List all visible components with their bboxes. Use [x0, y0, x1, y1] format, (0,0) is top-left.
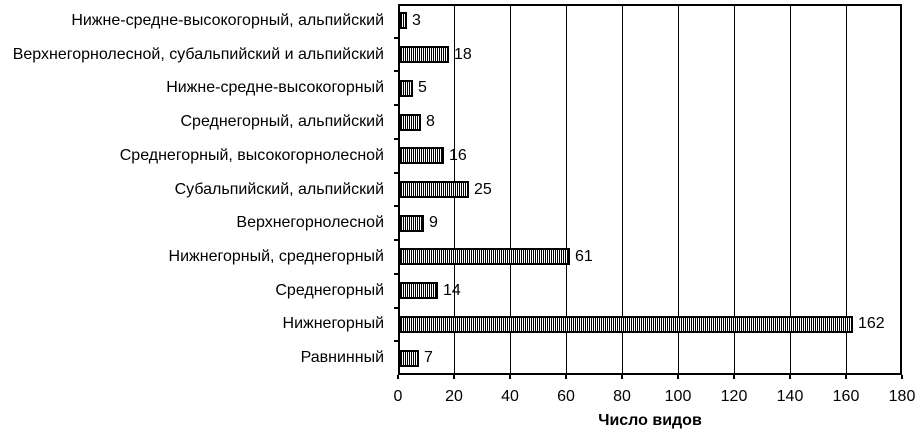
y-axis-tick	[394, 205, 398, 207]
bar	[399, 114, 421, 131]
category-label: Среднегорный, высокогорнолесной	[119, 147, 384, 164]
category-label: Среднегорный, альпийский	[180, 113, 385, 130]
value-label: 9	[429, 214, 438, 231]
category-label: Среднегорный	[275, 282, 384, 299]
category-label: Равнинный	[300, 349, 384, 366]
x-axis-tick-label: 100	[664, 388, 692, 405]
bar	[399, 248, 570, 265]
value-label: 162	[858, 315, 885, 332]
bar	[399, 46, 449, 63]
gridline	[622, 4, 623, 375]
category-label: Нижне-средне-высокогорный	[166, 79, 384, 96]
x-axis-tick-label: 80	[613, 388, 631, 405]
value-label: 7	[424, 349, 433, 366]
y-axis-tick	[394, 37, 398, 39]
x-axis-tick-label: 60	[557, 388, 575, 405]
value-label: 3	[412, 12, 421, 29]
bar	[399, 350, 419, 367]
x-axis-tick	[845, 375, 847, 379]
y-axis-tick	[394, 273, 398, 275]
value-label: 8	[426, 113, 435, 130]
gridline	[846, 4, 847, 375]
value-label: 5	[418, 79, 427, 96]
gridline	[510, 4, 511, 375]
x-axis-tick	[621, 375, 623, 379]
category-label: Нижнегорный	[282, 315, 384, 332]
value-label: 16	[449, 147, 467, 164]
x-axis-tick	[397, 375, 399, 379]
y-axis-tick	[394, 138, 398, 140]
category-label: Нижне-средне-высокогорный, альпийский	[71, 12, 384, 29]
gridline	[566, 4, 567, 375]
y-axis-tick	[394, 172, 398, 174]
bar	[399, 181, 469, 198]
value-label: 18	[454, 46, 472, 63]
x-axis-tick	[901, 375, 903, 379]
value-label: 14	[443, 282, 461, 299]
bar	[399, 80, 413, 97]
x-axis-tick	[453, 375, 455, 379]
x-axis-tick-label: 140	[776, 388, 804, 405]
x-axis-tick-label: 160	[832, 388, 860, 405]
y-axis-tick	[394, 307, 398, 309]
bar	[399, 12, 407, 29]
bar	[399, 316, 853, 333]
bar	[399, 282, 438, 299]
y-axis-tick	[394, 239, 398, 241]
gridline	[790, 4, 791, 375]
x-axis-tick-label: 40	[501, 388, 519, 405]
x-axis-tick	[677, 375, 679, 379]
x-axis-title: Число видов	[598, 412, 702, 429]
category-label: Нижнегорный, среднегорный	[168, 248, 384, 265]
category-label: Верхнегорнолесной	[236, 214, 384, 231]
y-axis-tick	[394, 340, 398, 342]
category-label: Верхнегорнолесной, субальпийский и альпи…	[12, 46, 384, 63]
x-axis-tick-label: 20	[445, 388, 463, 405]
value-label: 61	[575, 248, 593, 265]
plot-area	[398, 4, 902, 375]
x-axis-tick-label: 0	[393, 388, 403, 405]
gridline	[678, 4, 679, 375]
x-axis-tick	[509, 375, 511, 379]
gridline	[734, 4, 735, 375]
bar	[399, 147, 444, 164]
value-label: 25	[474, 181, 492, 198]
x-axis-tick-label: 180	[888, 388, 916, 405]
x-axis-tick	[789, 375, 791, 379]
y-axis-tick	[394, 104, 398, 106]
x-axis-tick	[733, 375, 735, 379]
bar	[399, 215, 424, 232]
category-label: Субальпийский, альпийский	[174, 181, 384, 198]
x-axis-tick	[565, 375, 567, 379]
x-axis-tick-label: 120	[720, 388, 748, 405]
y-axis-tick	[394, 70, 398, 72]
